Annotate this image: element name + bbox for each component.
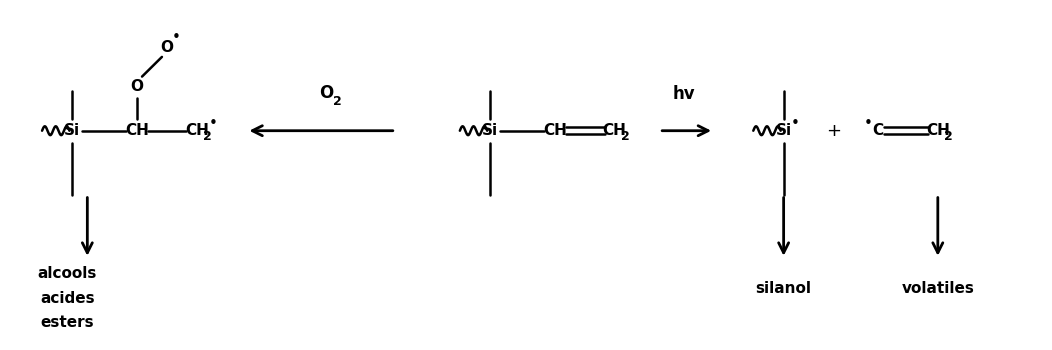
Text: •: • (791, 116, 800, 131)
Text: O: O (130, 79, 143, 94)
Text: •: • (208, 116, 218, 131)
Text: O: O (319, 84, 333, 102)
Text: acides: acides (40, 290, 95, 306)
Text: O: O (160, 40, 174, 55)
Text: 2: 2 (203, 130, 211, 143)
Text: •: • (864, 116, 872, 131)
Text: CH: CH (926, 123, 950, 138)
Text: CH: CH (603, 123, 627, 138)
Text: 2: 2 (332, 95, 342, 108)
Text: alcools: alcools (38, 266, 97, 281)
Text: CH: CH (125, 123, 149, 138)
Text: C: C (872, 123, 884, 138)
Text: 2: 2 (621, 130, 629, 143)
Text: +: + (826, 122, 841, 140)
Text: CH: CH (185, 123, 208, 138)
Text: •: • (171, 30, 180, 45)
Text: hv: hv (673, 85, 695, 103)
Text: Si: Si (64, 123, 80, 138)
Text: Si: Si (482, 123, 499, 138)
Text: volatiles: volatiles (902, 281, 974, 296)
Text: silanol: silanol (755, 281, 812, 296)
Text: esters: esters (41, 315, 95, 330)
Text: Si: Si (775, 123, 792, 138)
Text: CH: CH (543, 123, 567, 138)
Text: 2: 2 (944, 130, 953, 143)
